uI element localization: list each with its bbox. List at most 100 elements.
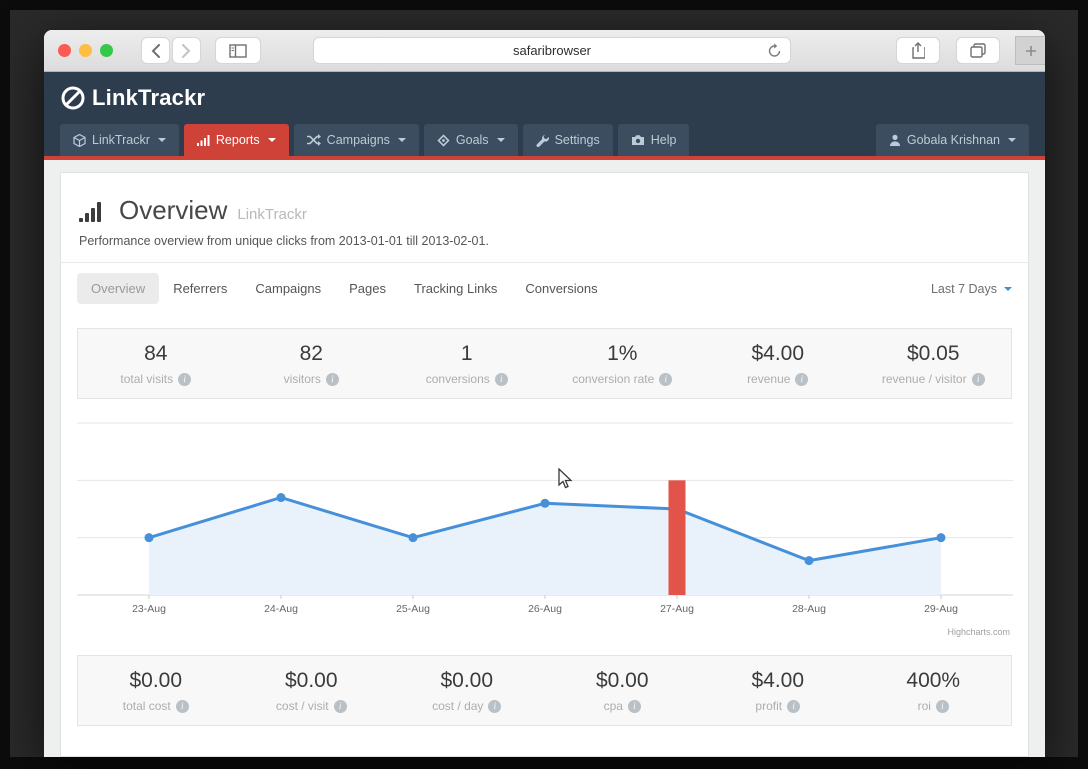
- tab-referrers[interactable]: Referrers: [173, 281, 228, 296]
- share-icon: [912, 42, 925, 59]
- info-icon[interactable]: [787, 699, 801, 713]
- close-window-button[interactable]: [58, 44, 71, 57]
- info-icon[interactable]: [935, 699, 949, 713]
- content-card: Overview LinkTrackr Performance overview…: [60, 172, 1029, 757]
- logo-text: LinkTrackr: [92, 85, 206, 110]
- stat-label: cost / visit: [275, 699, 329, 713]
- safari-window: safaribrowser LinkTrackr: [44, 30, 1045, 757]
- forward-button[interactable]: [172, 37, 201, 64]
- info-icon[interactable]: [175, 699, 189, 713]
- bar-chart-icon: [196, 135, 210, 146]
- nav-label: Help: [650, 133, 677, 147]
- user-menu-label: Gobala Krishnan: [906, 133, 1000, 147]
- nav-label: Settings: [554, 133, 600, 147]
- tabs-overview-icon: [970, 43, 986, 58]
- chevron-down-icon: [397, 138, 406, 142]
- page-title-suffix: LinkTrackr: [237, 206, 307, 223]
- tab-campaigns[interactable]: Campaigns: [255, 281, 322, 296]
- chevron-down-icon: [1004, 286, 1012, 291]
- nav-item-reports[interactable]: Reports: [183, 124, 289, 156]
- x-axis-label: 28-Aug: [792, 603, 826, 615]
- stat-profit: $4.00 profit: [700, 656, 856, 725]
- nav-item-goals[interactable]: Goals: [423, 124, 518, 156]
- section-divider: [61, 262, 1028, 263]
- stat-value: $0.00: [129, 669, 183, 692]
- nav-item-campaigns[interactable]: Campaigns: [293, 124, 419, 156]
- reload-icon: [768, 43, 781, 57]
- x-axis-label: 29-Aug: [924, 603, 958, 615]
- x-axis-label: 25-Aug: [396, 603, 430, 615]
- tab-tracking-links[interactable]: Tracking Links: [414, 281, 498, 296]
- reload-button[interactable]: [767, 43, 782, 64]
- overview-bar-chart-icon: [79, 201, 101, 222]
- stat-cpa: $0.00 cpa: [545, 656, 701, 725]
- visits-chart[interactable]: 23-Aug 24-Aug 25-Aug 26-Aug 27-Aug 28-Aug 29-A…: [77, 405, 1013, 639]
- stat-label: visitors: [283, 372, 321, 386]
- info-icon[interactable]: [659, 372, 673, 386]
- back-icon: [151, 43, 160, 58]
- share-button[interactable]: [896, 37, 940, 64]
- tab-overview[interactable]: Overview: [77, 273, 160, 304]
- info-icon[interactable]: [627, 699, 641, 713]
- stat-value: $0.00: [440, 669, 494, 692]
- stat-label: revenue: [747, 372, 791, 386]
- tab-pages[interactable]: Pages: [349, 281, 387, 296]
- stat-label: cost / day: [432, 699, 484, 713]
- report-tabs: Overview Referrers Campaigns Pages Track…: [61, 263, 1028, 314]
- nav-item-settings[interactable]: Settings: [522, 124, 613, 156]
- new-tab-button[interactable]: [1015, 36, 1045, 65]
- nav-item-help[interactable]: Help: [617, 124, 690, 156]
- chevron-down-icon: [496, 138, 505, 142]
- nav-label: Campaigns: [326, 133, 390, 147]
- stat-total-visits: 84 total visits: [78, 329, 234, 398]
- user-menu[interactable]: Gobala Krishnan: [875, 124, 1029, 156]
- info-icon[interactable]: [325, 372, 339, 386]
- highcharts-credit[interactable]: Highcharts.com: [947, 627, 1010, 637]
- stat-value: 84: [144, 342, 168, 365]
- forward-icon: [182, 43, 191, 58]
- info-icon[interactable]: [333, 699, 347, 713]
- chevron-down-icon: [267, 138, 276, 142]
- stats-panel-bottom: $0.00 total cost $0.00 cost / visit $0.0…: [77, 655, 1012, 726]
- stat-label: conversion rate: [572, 372, 655, 386]
- tab-conversions[interactable]: Conversions: [525, 281, 598, 296]
- page-background: Overview LinkTrackr Performance overview…: [44, 160, 1045, 757]
- x-axis-label: 26-Aug: [528, 603, 562, 615]
- stat-revenue: $4.00 revenue: [700, 329, 856, 398]
- nav-label: LinkTrackr: [92, 133, 150, 147]
- info-icon[interactable]: [494, 372, 508, 386]
- address-bar-text: safaribrowser: [512, 43, 592, 58]
- cube-icon: [73, 133, 86, 147]
- stat-visitors: 82 visitors: [234, 329, 390, 398]
- stat-label: conversions: [425, 372, 490, 386]
- zoom-window-button[interactable]: [100, 44, 113, 57]
- info-icon[interactable]: [488, 699, 502, 713]
- nav-item-linktrackr[interactable]: LinkTrackr: [60, 124, 179, 156]
- period-selector[interactable]: Last 7 Days: [931, 282, 1012, 296]
- goal-diamond-icon: [437, 133, 450, 147]
- stat-label: revenue / visitor: [881, 372, 967, 386]
- linktrackr-logo[interactable]: LinkTrackr: [60, 85, 205, 111]
- camera-icon: [631, 135, 644, 145]
- back-button[interactable]: [141, 37, 170, 64]
- minimize-window-button[interactable]: [79, 44, 92, 57]
- stat-value: $4.00: [751, 342, 805, 365]
- x-axis-label: 23-Aug: [132, 603, 166, 615]
- info-icon[interactable]: [795, 372, 809, 386]
- page-title-block: Overview LinkTrackr Performance overview…: [61, 173, 1028, 262]
- window-controls: [58, 44, 113, 57]
- stat-cost-per-day: $0.00 cost / day: [389, 656, 545, 725]
- stat-value: 82: [299, 342, 323, 365]
- sidebar-toggle-button[interactable]: [215, 37, 261, 64]
- browser-titlebar: safaribrowser: [44, 30, 1045, 72]
- linktrackr-logo-icon: [61, 86, 85, 110]
- stat-cost-per-visit: $0.00 cost / visit: [234, 656, 390, 725]
- stat-label: total cost: [122, 699, 171, 713]
- info-icon[interactable]: [178, 372, 192, 386]
- info-icon[interactable]: [971, 372, 985, 386]
- page-title: Overview: [119, 195, 228, 225]
- address-bar[interactable]: safaribrowser: [313, 37, 791, 64]
- show-tabs-button[interactable]: [956, 37, 1000, 64]
- nav-accent-line: [44, 156, 1045, 160]
- stat-total-cost: $0.00 total cost: [78, 656, 234, 725]
